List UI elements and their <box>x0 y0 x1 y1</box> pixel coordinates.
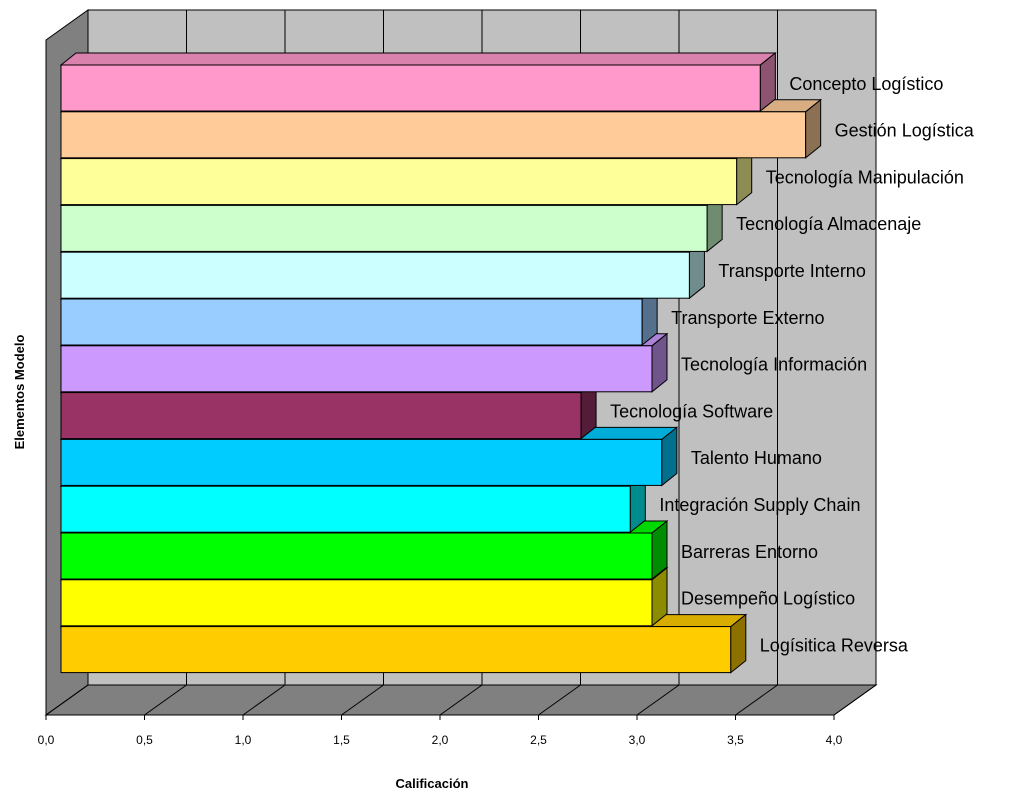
category-label: Talento Humano <box>691 448 822 468</box>
bar-front-face <box>60 158 738 206</box>
bar-front-face <box>60 579 653 627</box>
floor-gridline <box>341 684 384 716</box>
bar-front-face <box>60 485 631 533</box>
x-tick-label: 1,0 <box>235 733 252 747</box>
bar-front-face <box>60 438 663 486</box>
bar-front-face <box>60 64 761 112</box>
floor-gridline <box>242 684 286 716</box>
bar-front-face <box>60 298 643 346</box>
x-ticks-group: 0,0 0,5 1,0 1,5 2,0 2,5 3,0 3,5 4,0 <box>38 715 843 747</box>
floor-gridline <box>735 684 778 716</box>
x-axis-title: Calificación <box>396 776 469 791</box>
bar-side-face <box>661 426 678 487</box>
bar-side-face <box>651 332 668 393</box>
bar-1: Concepto Logístico <box>59 51 943 113</box>
floor-gridline <box>636 684 680 716</box>
category-label: Integración Supply Chain <box>659 495 860 515</box>
category-label: Barreras Entorno <box>681 542 818 562</box>
floor-gridline <box>439 684 483 716</box>
floor-gridline <box>833 684 877 716</box>
bar-front-face <box>60 532 653 580</box>
x-tick-label: 3,0 <box>629 733 646 747</box>
category-label: Gestión Logística <box>835 121 975 141</box>
category-label: Transporte Interno <box>718 261 865 281</box>
bar-side-face <box>759 51 776 113</box>
floor-gridline <box>144 684 187 716</box>
x-tick-label: 4,0 <box>826 733 843 747</box>
category-label: Transporte Externo <box>671 308 824 328</box>
y-axis-title: Elementos Modelo <box>12 335 27 450</box>
bar-front-face <box>60 111 807 159</box>
bar-front-face <box>60 345 653 393</box>
bar-front-face <box>60 626 732 674</box>
bar-front-face <box>60 392 582 440</box>
bars-group: Logísitica Reversa Desempeño Logístico Bar… <box>59 51 975 674</box>
bar-side-face <box>651 566 668 627</box>
category-label: Concepto Logístico <box>789 74 943 94</box>
category-label: Tecnología Información <box>681 355 867 375</box>
category-label: Tecnología Almacenaje <box>736 214 921 234</box>
x-tick-label: 3,5 <box>727 733 744 747</box>
bar-side-face <box>730 613 747 674</box>
category-label: Logísitica Reversa <box>760 635 909 655</box>
x-tick-label: 2,0 <box>432 733 449 747</box>
floor-gridline <box>45 684 89 716</box>
category-label: Tecnología Manipulación <box>766 167 964 187</box>
bar-side-face <box>651 519 668 581</box>
category-label: Desempeño Logístico <box>681 589 855 609</box>
bar-front-face <box>60 204 708 252</box>
x-tick-label: 2,5 <box>530 733 547 747</box>
bar-front-face <box>60 251 690 299</box>
x-tick-label: 0,5 <box>136 733 153 747</box>
bar-top-face <box>59 52 777 66</box>
x-tick-label: 1,5 <box>333 733 350 747</box>
x-tick-label: 0,0 <box>38 733 55 747</box>
floor-gridline <box>538 684 581 716</box>
bar-side-face <box>805 98 822 159</box>
category-label: Tecnología Software <box>610 401 773 421</box>
